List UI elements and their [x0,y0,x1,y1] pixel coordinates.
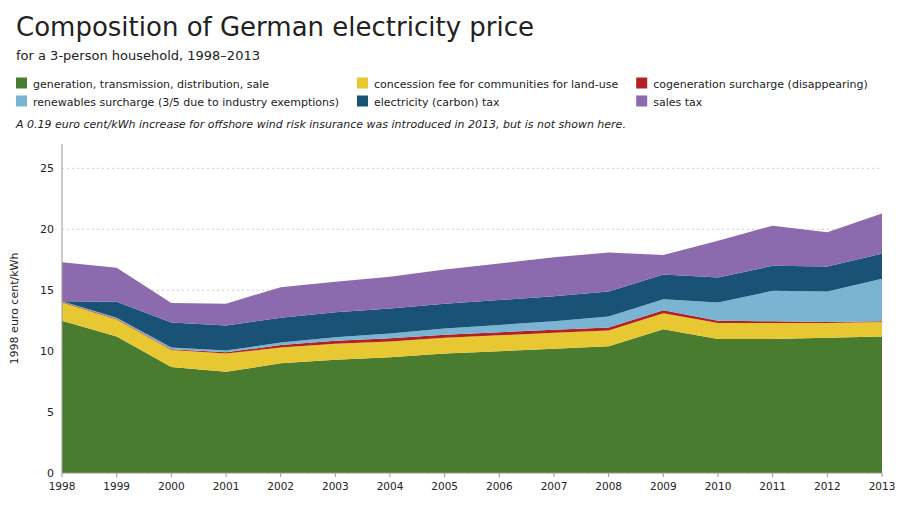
x-tick-label: 2008 [595,480,622,492]
legend-label: sales tax [653,96,703,109]
legend-label: electricity (carbon) tax [374,96,500,109]
x-tick [499,473,500,477]
legend-label: cogeneration surcharge (disappearing) [653,78,868,91]
x-tick-label: 2009 [650,480,677,492]
x-tick [663,473,664,477]
legend-item: cogeneration surcharge (disappearing) [636,78,868,91]
y-tick-label: 10 [40,345,54,358]
x-tick-label: 2005 [431,480,458,492]
legend-item: electricity (carbon) tax [357,96,500,109]
x-tick-label: 2004 [377,480,404,492]
legend-item: renewables surcharge (3/5 due to industr… [16,96,339,109]
legend-swatch [636,78,647,89]
x-tick-label: 2011 [759,480,786,492]
x-tick [171,473,172,477]
x-tick-label: 2013 [869,480,896,492]
x-tick [335,473,336,477]
legend-item: concession fee for communities for land-… [357,78,618,91]
x-tick-label: 2000 [158,480,185,492]
legend-item: sales tax [636,96,703,109]
grid-line [62,168,882,169]
x-tick [280,473,281,477]
x-tick [827,473,828,477]
x-tick-label: 2012 [814,480,841,492]
legend-label: concession fee for communities for land-… [374,78,618,91]
legend-label: generation, transmission, distribution, … [33,78,269,91]
legend: generation, transmission, distribution, … [16,78,868,109]
grid-line [62,473,882,474]
x-tick [608,473,609,477]
x-tick [390,473,391,477]
x-tick [226,473,227,477]
y-tick-label: 0 [47,467,54,480]
legend-swatch [357,96,368,107]
x-tick-label: 2006 [486,480,513,492]
x-tick-label: 1998 [49,480,76,492]
legend-swatch [16,96,27,107]
x-axis-line [62,473,882,474]
areas [62,213,882,473]
chart: Composition of German electricity price f… [0,0,900,507]
note: A 0.19 euro cent/kWh increase for offsho… [15,118,626,131]
y-tick-label: 15 [40,284,54,297]
legend-label: renewables surcharge (3/5 due to industr… [33,96,339,109]
x-tick-label: 2001 [213,480,240,492]
x-tick-label: 2007 [541,480,568,492]
x-tick [718,473,719,477]
subtitle: for a 3-person household, 1998–2013 [16,48,260,63]
y-tick-label: 25 [40,162,54,175]
y-axis-line [62,144,63,473]
x-tick [554,473,555,477]
y-axis-label: 1998 euro cent/kWh [8,253,21,365]
x-tick [116,473,117,477]
area [62,213,882,325]
x-tick-label: 2010 [705,480,732,492]
y-tick-label: 5 [47,406,54,419]
x-tick [444,473,445,477]
y-grid [62,168,882,473]
y-tick-label: 20 [40,223,54,236]
x-tick-label: 2003 [322,480,349,492]
x-tick [882,473,883,477]
x-tick [62,473,63,477]
legend-swatch [357,78,368,89]
title: Composition of German electricity price [16,12,534,42]
legend-swatch [16,78,27,89]
legend-item: generation, transmission, distribution, … [16,78,269,91]
x-tick-label: 2002 [267,480,294,492]
legend-swatch [636,96,647,107]
x-tick-label: 1999 [103,480,130,492]
x-tick [772,473,773,477]
